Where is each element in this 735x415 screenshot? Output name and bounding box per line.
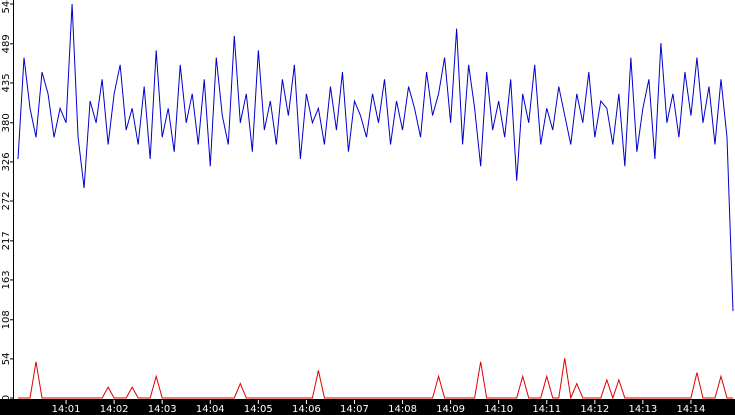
x-tick-label: 14:10 bbox=[484, 404, 513, 415]
y-tick-label: 544 bbox=[1, 0, 12, 14]
x-axis-band bbox=[0, 400, 735, 415]
line-series bbox=[18, 358, 733, 400]
line-series bbox=[17, 3, 734, 312]
x-tick-label: 14:05 bbox=[244, 404, 273, 415]
x-tick-label: 14:06 bbox=[292, 404, 321, 415]
x-tick-label: 14:08 bbox=[388, 404, 417, 415]
y-tick-label: 272 bbox=[1, 191, 12, 210]
x-tick-label: 14:12 bbox=[580, 404, 609, 415]
y-tick-label: 163 bbox=[1, 270, 12, 289]
x-tick-label: 14:07 bbox=[340, 404, 369, 415]
x-tick-label: 14:03 bbox=[148, 404, 177, 415]
x-tick-label: 14:09 bbox=[436, 404, 465, 415]
y-tick-label: 54 bbox=[1, 353, 12, 366]
y-tick-label: 0 bbox=[1, 395, 12, 401]
x-tick-label: 14:04 bbox=[196, 404, 225, 415]
y-tick-label: 380 bbox=[1, 113, 12, 132]
x-tick-label: 14:11 bbox=[532, 404, 561, 415]
y-tick-label: 217 bbox=[1, 231, 12, 250]
y-tick-label: 489 bbox=[1, 34, 12, 53]
y-tick-label: 326 bbox=[1, 152, 12, 171]
y-tick-label: 108 bbox=[1, 310, 12, 329]
x-tick-label: 14:01 bbox=[52, 404, 81, 415]
x-tick-label: 14:14 bbox=[677, 404, 706, 415]
x-tick-label: 14:02 bbox=[100, 404, 129, 415]
y-tick-label: 435 bbox=[1, 73, 12, 92]
x-tick-label: 14:13 bbox=[628, 404, 657, 415]
